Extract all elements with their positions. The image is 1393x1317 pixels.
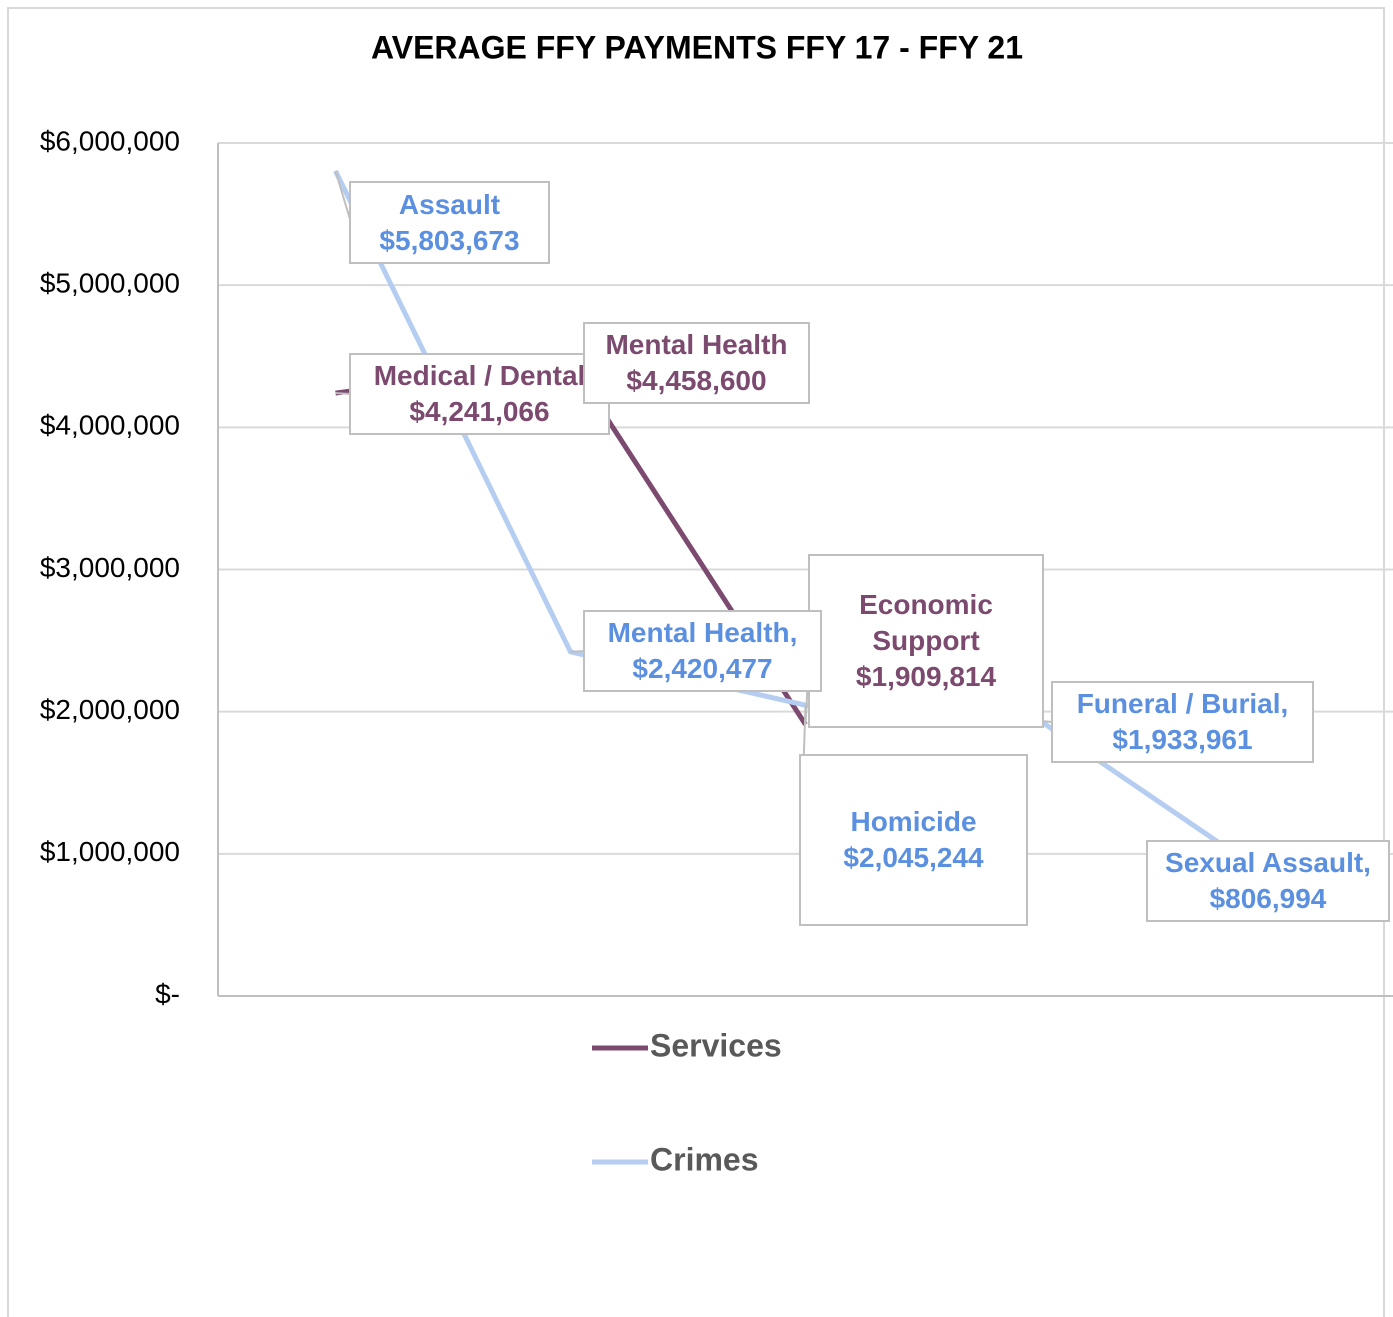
y-tick-label: $3,000,000 xyxy=(40,552,180,583)
data-label: Medical / Dental $4,241,066 xyxy=(349,353,610,435)
data-label: Economic Support $1,909,814 xyxy=(808,554,1044,728)
data-label-value: $1,909,814 xyxy=(855,661,997,692)
y-tick-label: $- xyxy=(155,978,180,1009)
data-label-name: Homicide xyxy=(850,806,977,837)
data-label-name: Sexual Assault, xyxy=(1165,847,1371,878)
data-label-name: Funeral / Burial, xyxy=(1076,688,1289,719)
series-line xyxy=(333,169,1277,884)
data-label-name: Assault xyxy=(398,188,501,220)
callout-leader xyxy=(570,650,586,653)
y-tick-label: $6,000,000 xyxy=(40,125,180,156)
y-tick-label: $1,000,000 xyxy=(40,836,180,867)
y-tick-label: $4,000,000 xyxy=(40,410,180,441)
data-label-value: $806,994 xyxy=(1209,883,1327,914)
callout-leader xyxy=(334,170,352,223)
y-tick-label: $2,000,000 xyxy=(40,694,180,725)
data-label-name: Economic Support xyxy=(859,589,993,656)
data-label: Assault $5,803,673 xyxy=(349,181,550,264)
data-label-value: $2,045,244 xyxy=(843,842,984,873)
data-label-value: $5,803,673 xyxy=(379,224,520,256)
data-label-value: $4,241,066 xyxy=(409,396,550,427)
data-label-value: $1,933,961 xyxy=(1112,724,1253,755)
legend-label: Services xyxy=(650,1027,782,1063)
callout-leader xyxy=(335,392,352,395)
chart-frame xyxy=(7,7,1385,1317)
data-label-name: Mental Health xyxy=(605,329,788,360)
chart-title: AVERAGE FFY PAYMENTS FFY 17 - FFY 21 xyxy=(371,29,1023,65)
y-tick-label: $5,000,000 xyxy=(40,268,180,299)
data-label: Funeral / Burial, $1,933,961 xyxy=(1051,681,1314,763)
data-label-name: Medical / Dental xyxy=(373,360,586,391)
data-label-name: Mental Health, xyxy=(607,617,798,648)
data-label: Sexual Assault, $806,994 xyxy=(1146,840,1390,922)
data-label: Homicide $2,045,244 xyxy=(799,754,1028,926)
data-label-value: $4,458,600 xyxy=(626,365,767,396)
data-label: Mental Health $4,458,600 xyxy=(583,322,810,404)
data-label: Mental Health, $2,420,477 xyxy=(583,610,822,692)
legend-label: Crimes xyxy=(650,1141,759,1177)
data-label-value: $2,420,477 xyxy=(632,653,773,684)
